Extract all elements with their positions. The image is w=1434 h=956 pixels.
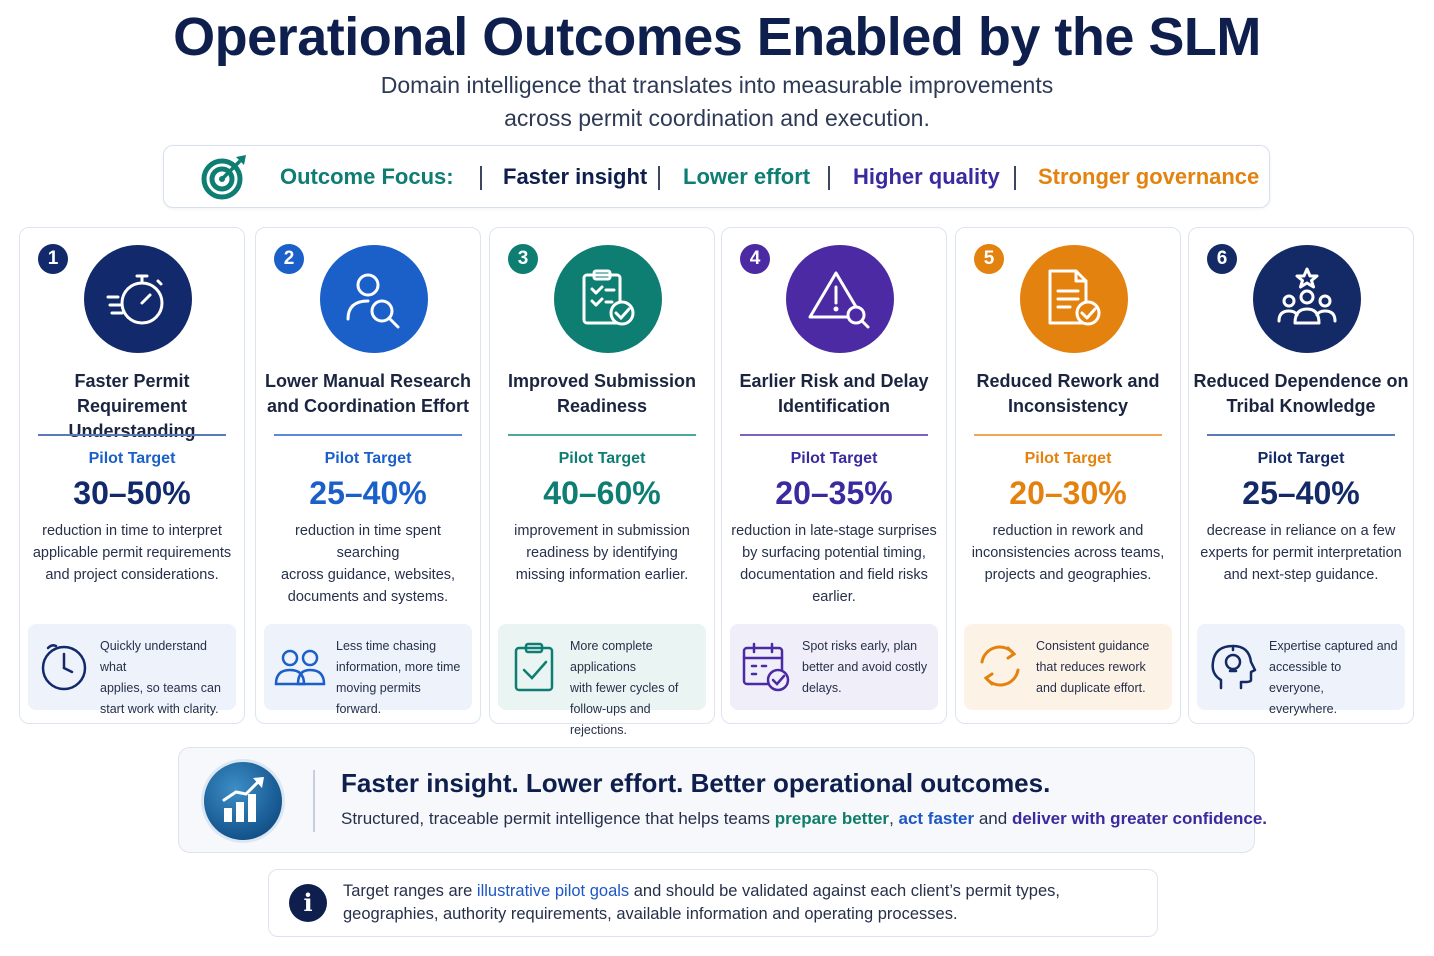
- disclaimer-note: i Target ranges are illustrative pilot g…: [268, 869, 1158, 937]
- callout-text: More complete applications with fewer cyc…: [570, 639, 679, 737]
- pilot-target-percent: 20–30%: [1009, 475, 1127, 511]
- divider: [480, 166, 482, 190]
- pilot-target-percent: 20–35%: [775, 475, 893, 511]
- pilot-target-label: Pilot Target: [790, 450, 878, 467]
- card-callout: Less time chasing information, more time m…: [264, 624, 472, 716]
- growth-chart-icon: [201, 759, 285, 843]
- people-icon: [274, 649, 326, 686]
- pilot-target-percent: 40–60%: [543, 475, 661, 511]
- focus-higher-quality: Higher quality: [853, 164, 1000, 189]
- card-number-badge: 4: [740, 244, 770, 274]
- refresh-icon: [980, 645, 1020, 687]
- card-description: reduction in time to interpret applicable…: [32, 523, 232, 583]
- clock-icon: [41, 644, 87, 691]
- outcome-card-4: 4 Earlier Risk and Delay Identification P…: [721, 227, 947, 724]
- callout-text: Consistent guidance that reduces rework an…: [1036, 639, 1150, 695]
- document-check-icon: [1020, 245, 1128, 353]
- outcome-card-2: 2 Lower Manual Research and Coordination …: [255, 227, 481, 724]
- card-divider: [1207, 434, 1395, 436]
- card-title: Lower Manual Research and Coordination Ef…: [264, 371, 472, 416]
- banner-title: Faster insight. Lower effort. Better ope…: [341, 768, 1051, 798]
- card-divider: [508, 434, 696, 436]
- card-number-badge: 5: [974, 244, 1004, 274]
- card-number-badge: 3: [508, 244, 538, 274]
- card-description: decrease in reliance on a few experts for…: [1200, 523, 1402, 583]
- card-title: Earlier Risk and Delay Identification: [739, 371, 929, 416]
- card-divider: [38, 434, 226, 436]
- callout-text: Less time chasing information, more time m…: [336, 639, 461, 716]
- page-subtitle-line2: across permit coordination and execution…: [504, 105, 930, 131]
- card-callout: Expertise captured and accessible to ever…: [1197, 624, 1405, 716]
- outcome-card-3: 3 Improved Submission Readiness Pilot Tar…: [489, 227, 715, 737]
- divider: [313, 770, 315, 832]
- callout-text: Quickly understand what applies, so teams…: [100, 639, 221, 716]
- pilot-target-label: Pilot Target: [558, 450, 646, 467]
- card-divider: [740, 434, 928, 436]
- pilot-target-label: Pilot Target: [88, 450, 176, 467]
- pilot-target-percent: 25–40%: [1242, 475, 1360, 511]
- info-icon: i: [289, 884, 327, 922]
- focus-faster-insight: Faster insight: [503, 164, 648, 189]
- divider: [1014, 166, 1016, 190]
- page-subtitle-line1: Domain intelligence that translates into…: [380, 72, 1054, 98]
- card-description: reduction in late-stage surprises by surf…: [731, 523, 937, 605]
- card-number-badge: 2: [274, 244, 304, 274]
- calendar-icon: [742, 642, 790, 692]
- card-callout: Quickly understand what applies, so teams…: [28, 624, 236, 716]
- card-title: Faster Permit Requirement Understanding: [68, 371, 196, 441]
- card-callout: Spot risks early, plan better and avoid c…: [730, 624, 938, 710]
- pilot-target-label: Pilot Target: [1024, 450, 1112, 467]
- outcome-card-5: 5 Reduced Rework and Inconsistency Pilot …: [955, 227, 1181, 724]
- card-description: improvement in submission readiness by id…: [514, 523, 690, 583]
- clipboard-check-icon: [554, 245, 662, 353]
- divider: [828, 166, 830, 190]
- outcome-card-1: 1 Faster Permit Requirement Understanding…: [19, 227, 245, 724]
- clipboard-icon: [514, 642, 554, 692]
- outcome-focus-bar: Outcome Focus: Faster insight Lower effo…: [163, 145, 1270, 208]
- divider: [658, 166, 660, 190]
- focus-stronger-governance: Stronger governance: [1038, 164, 1260, 189]
- outcome-focus-label: Outcome Focus:: [280, 164, 454, 189]
- card-title: Reduced Dependence on Tribal Knowledge: [1193, 371, 1409, 416]
- card-title: Reduced Rework and Inconsistency: [976, 371, 1160, 416]
- card-title: Improved Submission Readiness: [507, 371, 697, 416]
- user-search-icon: [320, 245, 428, 353]
- card-description: reduction in rework and inconsistencies a…: [971, 523, 1165, 583]
- outcome-card-6: 6 Reduced Dependence on Tribal Knowledge …: [1188, 227, 1414, 724]
- target-icon: [201, 155, 246, 200]
- card-description: reduction in time spent searching across …: [280, 523, 456, 605]
- card-number-badge: 6: [1207, 244, 1237, 274]
- pilot-target-label: Pilot Target: [324, 450, 412, 467]
- callout-text: Expertise captured and accessible to ever…: [1269, 639, 1398, 716]
- card-divider: [274, 434, 462, 436]
- card-callout: More complete applications with fewer cyc…: [498, 624, 706, 737]
- pilot-target-percent: 25–40%: [309, 475, 427, 511]
- pilot-target-percent: 30–50%: [73, 475, 191, 511]
- card-number-badge: 1: [38, 244, 68, 274]
- pilot-target-label: Pilot Target: [1257, 450, 1345, 467]
- banner-text: Structured, traceable permit intelligenc…: [341, 809, 1268, 828]
- page-title: Operational Outcomes Enabled by the SLM: [173, 7, 1261, 67]
- callout-text: Spot risks early, plan better and avoid c…: [802, 639, 928, 695]
- stopwatch-icon: [84, 245, 192, 353]
- summary-banner: Faster insight. Lower effort. Better ope…: [178, 747, 1267, 853]
- card-divider: [974, 434, 1162, 436]
- head-bulb-icon: [1211, 644, 1257, 690]
- focus-lower-effort: Lower effort: [683, 164, 811, 189]
- warning-search-icon: [786, 245, 894, 353]
- team-star-icon: [1253, 245, 1361, 353]
- note-text: Target ranges are illustrative pilot goa…: [343, 882, 1060, 923]
- card-callout: Consistent guidance that reduces rework an…: [964, 624, 1172, 710]
